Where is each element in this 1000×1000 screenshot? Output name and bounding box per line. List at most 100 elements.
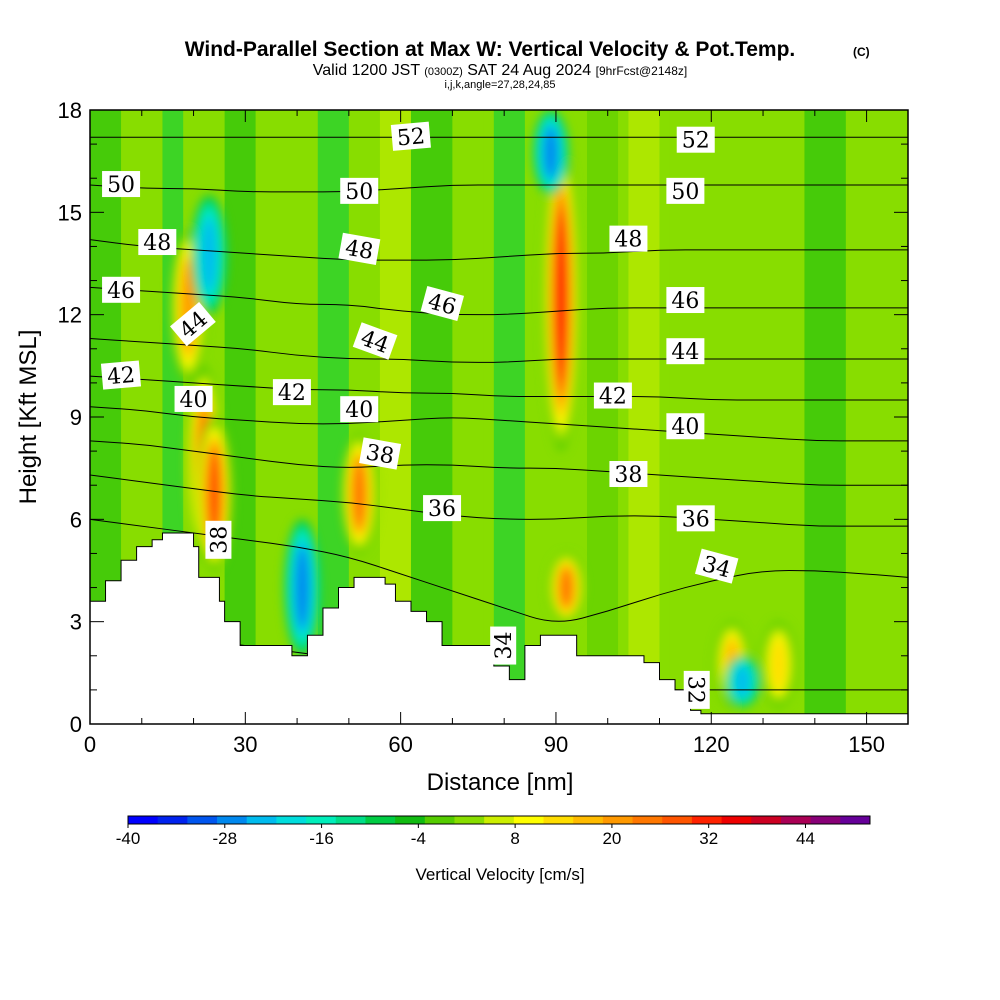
valid-utc: (0300Z) <box>424 66 463 78</box>
colorbar-swatch <box>810 816 841 824</box>
contour-label: 38 <box>609 460 648 488</box>
contour-label-text: 50 <box>671 180 699 205</box>
y-tick-label: 0 <box>70 712 82 737</box>
contour-label-text: 32 <box>683 676 708 704</box>
contour-label: 48 <box>609 225 648 253</box>
contour-label: 44 <box>666 338 705 365</box>
grid-params: i,j,k,angle=27,28,24,85 <box>444 79 555 91</box>
colorbar: -40 -28 -16 -4 8 20 32 44 <box>116 815 871 848</box>
velocity-cell <box>208 451 220 537</box>
velocity-cell <box>560 568 573 607</box>
contour-label: 52 <box>390 121 431 151</box>
colorbar-frame <box>127 815 871 825</box>
contour-label: 38 <box>359 437 402 470</box>
contour-label-text: 48 <box>614 228 642 253</box>
velocity-cell <box>544 127 558 178</box>
contour-label: 46 <box>666 287 705 314</box>
isentrope-38 <box>90 440 908 486</box>
isentrope-34 <box>90 518 908 622</box>
colorbar-swatch <box>691 816 723 824</box>
contour-label-text: 34 <box>492 632 517 660</box>
colorbar-swatch <box>276 816 307 824</box>
velocity-band <box>493 110 525 724</box>
contour-label: 36 <box>423 495 462 522</box>
contour-label-text: 40 <box>671 415 699 440</box>
contour-label: 34 <box>694 548 739 584</box>
x-tick-label: 30 <box>233 732 257 757</box>
contour-label: 48 <box>138 229 177 256</box>
contour-label: 50 <box>340 177 379 205</box>
colorbar-swatch <box>306 816 337 824</box>
contour-label: 40 <box>174 385 213 413</box>
colorbar-swatch <box>335 816 366 824</box>
colorbar-swatch <box>217 816 248 824</box>
contour-label: 32 <box>683 670 710 709</box>
y-tick-label: 18 <box>58 98 82 123</box>
contour-label: 42 <box>593 382 632 410</box>
isentrope-42 <box>90 375 908 401</box>
velocity-band <box>452 110 484 724</box>
contour-label-text: 38 <box>207 526 232 554</box>
colorbar-swatch <box>632 816 663 824</box>
contour-label-text: 36 <box>428 497 456 522</box>
valid-time-line: Valid 1200 JST (0300Z) SAT 24 Aug 2024 [… <box>313 62 687 79</box>
contour-label: 38 <box>205 520 232 559</box>
contour-label: 50 <box>102 171 141 198</box>
contour-label: 52 <box>676 126 715 154</box>
colorbar-tick-label: -28 <box>212 829 237 848</box>
contour-label-text: 46 <box>107 279 135 304</box>
isentrope-44 <box>90 338 908 363</box>
colorbar-swatch <box>751 816 782 824</box>
velocity-cell <box>735 666 750 697</box>
colorbar-swatch <box>721 816 752 824</box>
colorbar-swatch <box>424 816 455 824</box>
colorbar-swatch <box>573 816 604 824</box>
colorbar-tick-label: 44 <box>796 829 815 848</box>
contour-label-text: 40 <box>345 398 373 423</box>
contour-label-text: 48 <box>343 236 375 265</box>
contour-label: 34 <box>490 626 517 665</box>
contour-label-text: 50 <box>345 180 373 205</box>
isentrope-40 <box>90 406 908 442</box>
colorbar-tick-label: -40 <box>116 829 141 848</box>
colorbar-swatch <box>246 816 277 824</box>
contour-label: 42 <box>100 360 142 390</box>
contour-label-text: 46 <box>671 289 699 314</box>
colorbar-swatch <box>780 816 812 824</box>
x-tick-label: 60 <box>388 732 412 757</box>
colorbar-swatch <box>840 816 871 824</box>
velocity-band <box>587 110 619 724</box>
contour-label-text: 42 <box>599 385 627 410</box>
x-tick-label: 0 <box>84 732 96 757</box>
velocity-cell <box>353 460 365 528</box>
terrain-mask <box>90 532 908 724</box>
y-tick-label: 15 <box>58 200 82 225</box>
contour-label-text: 50 <box>107 173 135 198</box>
velocity-band <box>804 110 846 724</box>
colorbar-swatch <box>395 816 426 824</box>
contour-label: 36 <box>676 505 715 532</box>
forecast-tag: [9hrFcst@2148z] <box>596 64 688 78</box>
x-tick-label: 120 <box>693 732 730 757</box>
x-tick-label: 150 <box>848 732 885 757</box>
contour-label-text: 36 <box>682 507 710 532</box>
contour-label-text: 40 <box>180 388 208 413</box>
contour-label-text: 52 <box>682 129 710 154</box>
colorbar-swatch <box>543 816 574 824</box>
colorbar-swatch <box>128 816 159 824</box>
contour-label-text: 38 <box>364 440 396 469</box>
isentrope-48 <box>90 239 908 261</box>
colorbar-tick-label: 20 <box>602 829 621 848</box>
contour-label-text: 52 <box>396 124 426 151</box>
colorbar-swatch <box>454 816 485 824</box>
contour-label: 40 <box>340 396 379 423</box>
velocity-band <box>255 110 287 724</box>
contour-label-text: 42 <box>278 381 306 406</box>
valid-prefix: Valid 1200 JST <box>313 62 421 79</box>
colorbar-swatch <box>602 816 634 824</box>
colorbar-tick-label: -4 <box>411 829 426 848</box>
colorbar-label: Vertical Velocity [cm/s] <box>415 865 584 884</box>
colorbar-swatch <box>513 816 545 824</box>
isentrope-50 <box>90 184 908 193</box>
